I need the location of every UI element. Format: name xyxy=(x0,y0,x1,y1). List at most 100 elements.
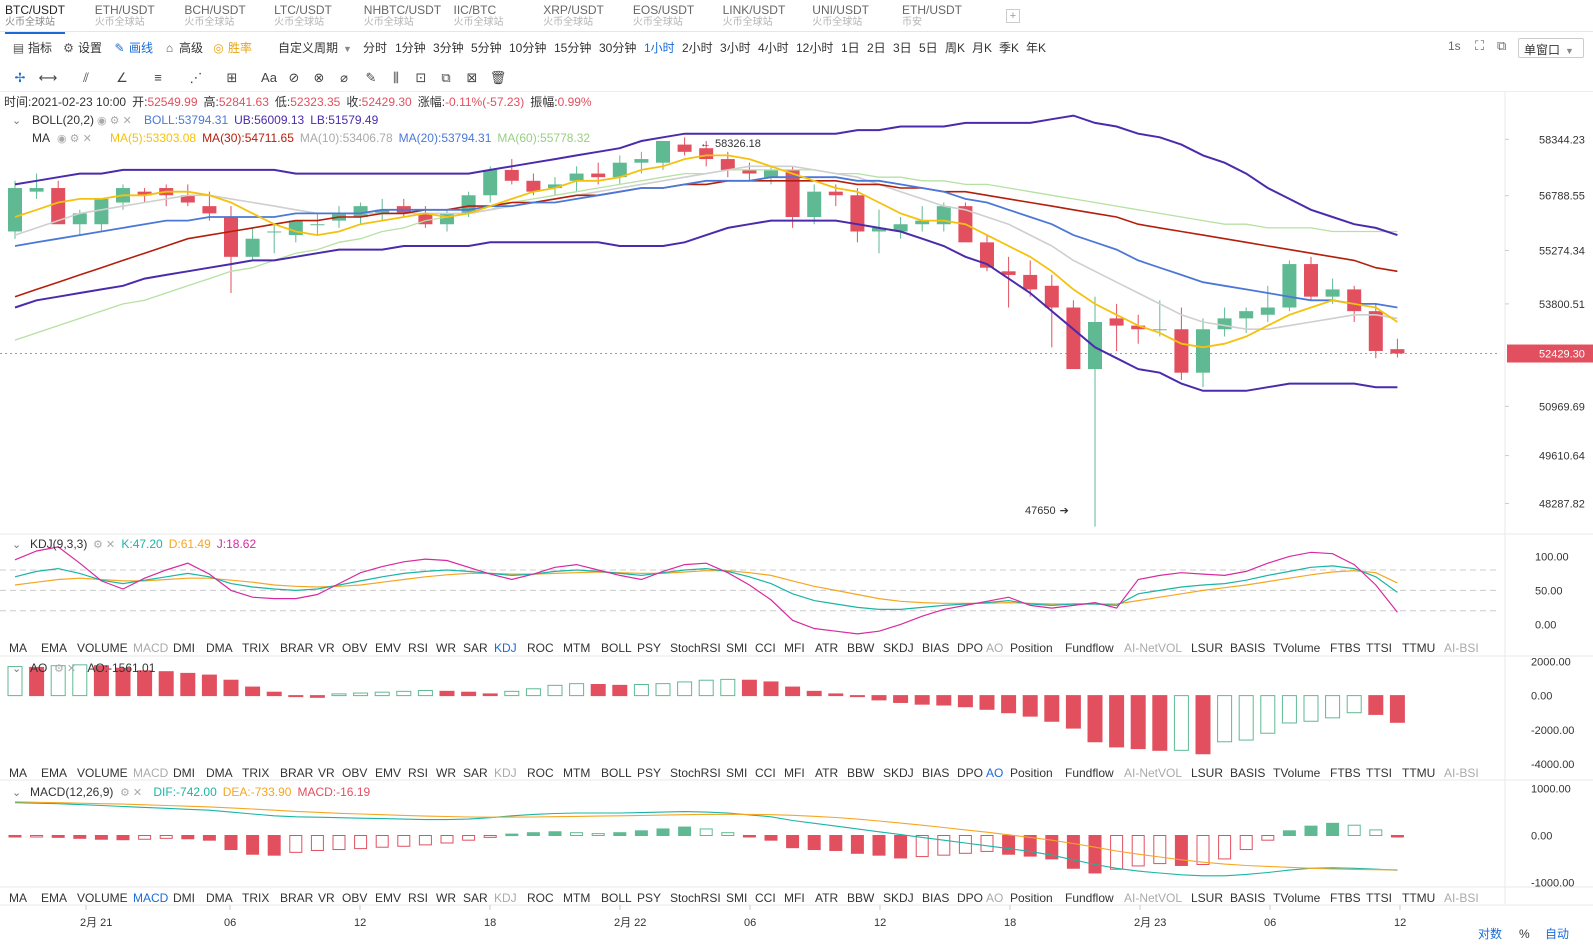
indicator-tab-ao[interactable]: AO xyxy=(986,766,1003,780)
period-9[interactable]: 3小时 xyxy=(720,41,751,55)
indicator-tab-atr[interactable]: ATR xyxy=(815,766,838,780)
horizontal-line-icon[interactable]: ⟷ xyxy=(38,70,58,85)
indicator-tab-cci[interactable]: CCI xyxy=(755,641,776,655)
indicator-tab-skdj[interactable]: SKDJ xyxy=(883,766,914,780)
collapse-ao-icon[interactable]: ⌄ xyxy=(12,663,21,675)
indicator-tab-trix[interactable]: TRIX xyxy=(242,641,269,655)
period-4[interactable]: 10分钟 xyxy=(509,41,547,55)
tab-xrp-usdt[interactable]: XRP/USDT 火币全球站 xyxy=(543,4,604,32)
indicator-tab-macd[interactable]: MACD xyxy=(133,766,169,780)
indicator-tab-boll[interactable]: BOLL xyxy=(601,766,632,780)
indicator-tab-ma[interactable]: MA xyxy=(9,766,27,780)
period-2[interactable]: 3分钟 xyxy=(433,41,464,55)
indicator-tab-trix[interactable]: TRIX xyxy=(242,891,269,905)
collapse-macd-icon[interactable]: ⌄ xyxy=(12,787,21,799)
period-18[interactable]: 季K xyxy=(999,41,1020,55)
lock-icon[interactable]: ⊡ xyxy=(415,70,427,85)
crosshair-icon[interactable]: ✢ xyxy=(14,70,26,85)
trash-icon[interactable]: 🗑 xyxy=(489,70,507,85)
winrate-button[interactable]: ◎ 胜率 xyxy=(213,41,253,55)
indicator-tab-bbw[interactable]: BBW xyxy=(847,891,875,905)
indicator-tab-dpo[interactable]: DPO xyxy=(957,641,983,655)
period-6[interactable]: 30分钟 xyxy=(599,41,637,55)
log-scale-toggle[interactable]: 对数 xyxy=(1478,926,1502,941)
indicator-tab-fundflow[interactable]: Fundflow xyxy=(1065,766,1114,780)
period-5[interactable]: 15分钟 xyxy=(554,41,592,55)
period-8[interactable]: 2小时 xyxy=(682,41,713,55)
indicator-tab-ttsi[interactable]: TTSI xyxy=(1366,891,1392,905)
tab-ltc-usdt[interactable]: LTC/USDT 火币全球站 xyxy=(274,4,332,32)
indicator-tab-atr[interactable]: ATR xyxy=(815,891,838,905)
indicator-tab-ftbs[interactable]: FTBS xyxy=(1330,891,1361,905)
tab-nhbtc-usdt[interactable]: NHBTC/USDT 火币全球站 xyxy=(364,4,441,32)
indicator-tab-psy[interactable]: PSY xyxy=(637,891,661,905)
indicator-tab-dma[interactable]: DMA xyxy=(206,891,233,905)
period-15[interactable]: 5日 xyxy=(919,41,938,55)
indicator-tab-fundflow[interactable]: Fundflow xyxy=(1065,891,1114,905)
indicator-tab-brar[interactable]: BRAR xyxy=(280,891,314,905)
indicator-tab-roc[interactable]: ROC xyxy=(527,641,554,655)
indicator-tab-dpo[interactable]: DPO xyxy=(957,891,983,905)
indicator-tab-emv[interactable]: EMV xyxy=(375,766,401,780)
indicator-tab-smi[interactable]: SMI xyxy=(726,641,747,655)
indicator-tab-tvolume[interactable]: TVolume xyxy=(1273,641,1321,655)
indicator-tab-psy[interactable]: PSY xyxy=(637,641,661,655)
indicator-tab-ai-bsi[interactable]: AI-BSI xyxy=(1444,891,1479,905)
indicator-tab-rsi[interactable]: RSI xyxy=(408,766,428,780)
period-1[interactable]: 1分钟 xyxy=(395,41,426,55)
indicator-tab-vr[interactable]: VR xyxy=(318,766,335,780)
indicator-tab-kdj[interactable]: KDJ xyxy=(494,766,517,780)
indicator-tab-mfi[interactable]: MFI xyxy=(784,641,805,655)
indicator-tab-obv[interactable]: OBV xyxy=(342,766,367,780)
indicator-tab-basis[interactable]: BASIS xyxy=(1230,766,1265,780)
indicator-tab-dmi[interactable]: DMI xyxy=(173,641,195,655)
indicator-tab-ai-netvol[interactable]: AI-NetVOL xyxy=(1124,641,1182,655)
settings-button[interactable]: ⚙ 设置 xyxy=(63,41,103,55)
tab-link-usdt[interactable]: LINK/USDT 火币全球站 xyxy=(723,4,786,32)
indicator-tab-kdj[interactable]: KDJ xyxy=(494,891,517,905)
parallel-lines-icon[interactable]: ⫽ xyxy=(83,70,89,85)
pattern-icon[interactable]: ⋰ xyxy=(189,70,203,85)
indicator-tab-rsi[interactable]: RSI xyxy=(408,641,428,655)
indicator-tab-brar[interactable]: BRAR xyxy=(280,641,314,655)
indicator-tab-roc[interactable]: ROC xyxy=(527,891,554,905)
indicator-tab-position[interactable]: Position xyxy=(1010,766,1053,780)
brush-icon[interactable]: ✎ xyxy=(365,70,377,85)
indicator-tab-sar[interactable]: SAR xyxy=(463,891,488,905)
period-19[interactable]: 年K xyxy=(1026,41,1047,55)
indicator-tab-obv[interactable]: OBV xyxy=(342,641,367,655)
indicator-tab-roc[interactable]: ROC xyxy=(527,766,554,780)
percent-scale-toggle[interactable]: % xyxy=(1519,927,1530,941)
indicator-tab-skdj[interactable]: SKDJ xyxy=(883,641,914,655)
ruler-icon[interactable]: ⌀ xyxy=(340,70,348,85)
window-mode-dropdown[interactable]: 单窗口 ▼ xyxy=(1518,38,1584,58)
tab-btc-usdt[interactable]: BTC/USDT 火币全球站 xyxy=(5,4,65,34)
indicator-tab-mtm[interactable]: MTM xyxy=(563,641,590,655)
indicator-tab-emv[interactable]: EMV xyxy=(375,891,401,905)
indicator-tab-dma[interactable]: DMA xyxy=(206,766,233,780)
angle-icon[interactable]: ∠ xyxy=(116,70,128,85)
indicator-tab-cci[interactable]: CCI xyxy=(755,891,776,905)
indicator-button[interactable]: ▤ 指标 xyxy=(12,41,53,55)
indicator-tab-stochrsi[interactable]: StochRSI xyxy=(670,766,721,780)
indicator-tab-macd[interactable]: MACD xyxy=(133,891,169,905)
text-tool-icon[interactable]: Aa xyxy=(261,70,277,85)
box-icon[interactable]: ⊞ xyxy=(226,70,238,85)
indicator-tab-ao[interactable]: AO xyxy=(986,641,1003,655)
indicator-tab-ttmu[interactable]: TTMU xyxy=(1402,766,1435,780)
indicator-tab-psy[interactable]: PSY xyxy=(637,766,661,780)
restore-window-icon[interactable]: ⧉ xyxy=(1497,38,1507,53)
period-12[interactable]: 1日 xyxy=(841,41,860,55)
collapse-kdj-icon[interactable]: ⌄ xyxy=(12,539,21,551)
period-17[interactable]: 月K xyxy=(972,41,993,55)
fullscreen-icon[interactable]: ⛶ xyxy=(1475,38,1485,53)
tab-eth-usdt[interactable]: ETH/USDT 火币全球站 xyxy=(95,4,155,32)
macd-icons[interactable]: ⚙ ✕ xyxy=(120,787,142,799)
indicator-tab-ttsi[interactable]: TTSI xyxy=(1366,766,1392,780)
indicator-tab-emv[interactable]: EMV xyxy=(375,641,401,655)
indicator-tab-tvolume[interactable]: TVolume xyxy=(1273,766,1321,780)
custom-period-dropdown[interactable]: 自定义周期 ▼ xyxy=(278,41,352,55)
indicator-tab-basis[interactable]: BASIS xyxy=(1230,891,1265,905)
indicator-tab-wr[interactable]: WR xyxy=(436,766,456,780)
indicator-tab-ai-bsi[interactable]: AI-BSI xyxy=(1444,766,1479,780)
